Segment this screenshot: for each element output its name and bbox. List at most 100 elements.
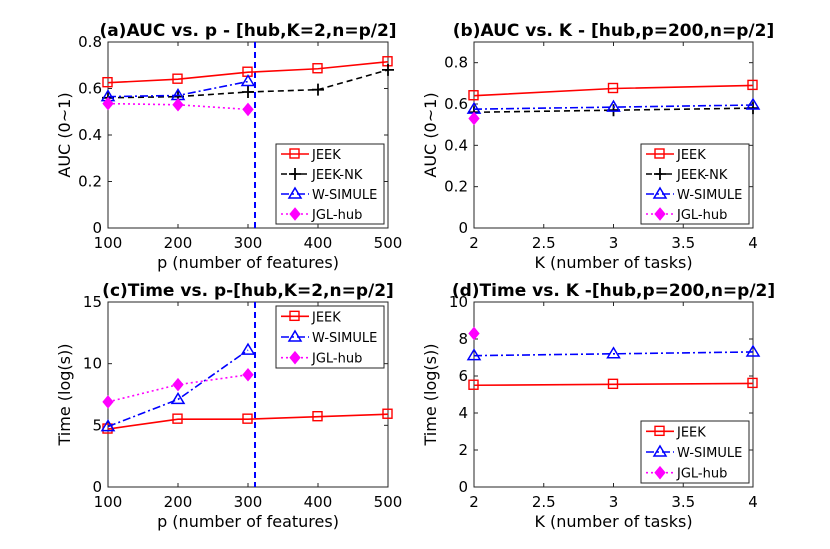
y-tick-label: 5 xyxy=(92,416,102,434)
legend-label: JEEK xyxy=(311,148,341,163)
data-point xyxy=(172,377,184,392)
x-tick-label: 4 xyxy=(748,234,758,252)
y-tick-label: 0 xyxy=(92,478,102,496)
legend: JEEK W-SIMULE JGL-hub xyxy=(640,420,750,484)
legend-marker xyxy=(287,329,303,342)
panel-c: 100 200 300 400 500 0 5 10 15(c)Time vs. p-[hub,… xyxy=(55,281,402,531)
x-axis-label: p (number of features) xyxy=(157,512,339,531)
data-point xyxy=(242,413,253,424)
data-point xyxy=(100,419,116,432)
y-tick-label: 0.6 xyxy=(444,95,468,113)
data-point xyxy=(102,76,113,88)
data-point xyxy=(172,73,183,84)
x-tick-label: 300 xyxy=(234,234,263,252)
legend-marker xyxy=(289,168,301,180)
series-line xyxy=(107,80,249,98)
y-tick-label: 4 xyxy=(458,404,468,422)
x-axis-label: K (number of tasks) xyxy=(534,253,692,272)
legend-marker xyxy=(654,207,666,221)
legend-marker xyxy=(289,310,300,322)
y-axis-label: Time (log(s)) xyxy=(421,344,440,447)
legend-label: JGL-hub xyxy=(676,208,727,223)
data-point xyxy=(747,377,758,389)
legend-label: JGL-hub xyxy=(676,467,727,482)
x-tick-label: 2 xyxy=(469,493,479,511)
legend-label: JEEK-NK xyxy=(311,168,363,183)
y-tick-label: 15 xyxy=(83,293,102,311)
legend-marker xyxy=(289,148,300,159)
x-tick-label: 3 xyxy=(609,493,619,511)
data-point xyxy=(468,326,480,341)
legend-label: JGL-hub xyxy=(311,208,362,223)
chart-title: (b)AUC vs. K - [hub,p=200,n=p/2] xyxy=(453,21,774,41)
data-point xyxy=(382,63,394,76)
x-tick-label: 200 xyxy=(164,234,193,252)
x-tick-label: 400 xyxy=(304,234,333,252)
series-jgl-hub xyxy=(102,367,254,409)
data-point xyxy=(240,74,256,87)
y-tick-label: 8 xyxy=(458,330,468,348)
y-tick-label: 0.4 xyxy=(78,126,102,144)
panel-a: 100 200 300 400 500 0 0.2 0.4 0.6 0.8(a)AUC vs. p… xyxy=(55,21,402,272)
series-w-simule xyxy=(466,344,761,361)
x-tick-label: 2.5 xyxy=(532,493,556,511)
y-axis-label: AUC (0~1) xyxy=(421,92,440,177)
x-tick-label: 2 xyxy=(469,234,479,252)
x-axis-label: p (number of features) xyxy=(157,253,339,272)
y-tick-label: 0 xyxy=(458,219,468,237)
data-point xyxy=(468,90,479,101)
series-jeek xyxy=(102,408,393,434)
y-tick-label: 0.2 xyxy=(78,173,102,191)
x-tick-label: 100 xyxy=(94,234,123,252)
series-line xyxy=(473,107,754,114)
data-point xyxy=(607,378,619,390)
series-line xyxy=(107,349,249,428)
y-tick-label: 10 xyxy=(83,355,102,373)
y-tick-label: 0 xyxy=(92,219,102,237)
x-tick-label: 2.5 xyxy=(532,234,556,252)
data-point xyxy=(606,346,621,359)
panel-b: 2 2.5 3 3.5 4 0 0.2 0.4 0.6 0.8 (b)AUC vs. K - [hu… xyxy=(421,21,774,272)
y-tick-label: 2 xyxy=(458,441,468,459)
y-tick-label: 0.2 xyxy=(444,178,468,196)
chart-title: (d)Time vs. K -[hub,p=200,n=p/2] xyxy=(452,281,775,301)
x-tick-label: 3 xyxy=(609,234,619,252)
x-tick-label: 3.5 xyxy=(671,493,695,511)
chart-title: (a)AUC vs. p - [hub,K=2,n=p/2] xyxy=(99,21,396,41)
legend-label: JEEK xyxy=(311,310,341,325)
legend-label: W-SIMULE xyxy=(312,331,377,346)
legend-marker xyxy=(654,168,666,180)
series-line xyxy=(473,351,754,357)
data-point xyxy=(468,111,480,126)
y-tick-label: 0.6 xyxy=(78,80,102,98)
legend: JEEK JEEK-NK W-SIMULE JGL-hub xyxy=(275,143,385,225)
data-point xyxy=(242,367,254,382)
series-jeek-nk xyxy=(102,63,394,104)
data-point xyxy=(242,85,254,98)
data-point xyxy=(102,96,114,111)
data-point xyxy=(382,408,393,419)
data-point xyxy=(312,83,324,96)
legend-marker xyxy=(654,148,665,159)
y-tick-label: 0.4 xyxy=(444,136,468,154)
data-point xyxy=(102,395,114,409)
x-tick-label: 4 xyxy=(748,493,758,511)
series-line xyxy=(473,84,754,97)
series-jeek-nk xyxy=(468,102,759,119)
x-tick-label: 500 xyxy=(374,493,403,511)
series-jgl-hub xyxy=(468,111,480,126)
data-point xyxy=(607,104,620,117)
y-tick-label: 10 xyxy=(449,293,468,311)
x-tick-label: 300 xyxy=(234,493,263,511)
data-point xyxy=(172,97,184,112)
data-point xyxy=(745,97,761,110)
data-point xyxy=(312,63,323,74)
y-axis-label: Time (log(s)) xyxy=(55,344,74,447)
chart-title: (c)Time vs. p-[hub,K=2,n=p/2] xyxy=(102,281,394,301)
x-tick-label: 200 xyxy=(164,493,193,511)
legend-marker xyxy=(287,186,303,199)
series-jgl-hub xyxy=(102,96,254,117)
data-point xyxy=(468,379,479,390)
